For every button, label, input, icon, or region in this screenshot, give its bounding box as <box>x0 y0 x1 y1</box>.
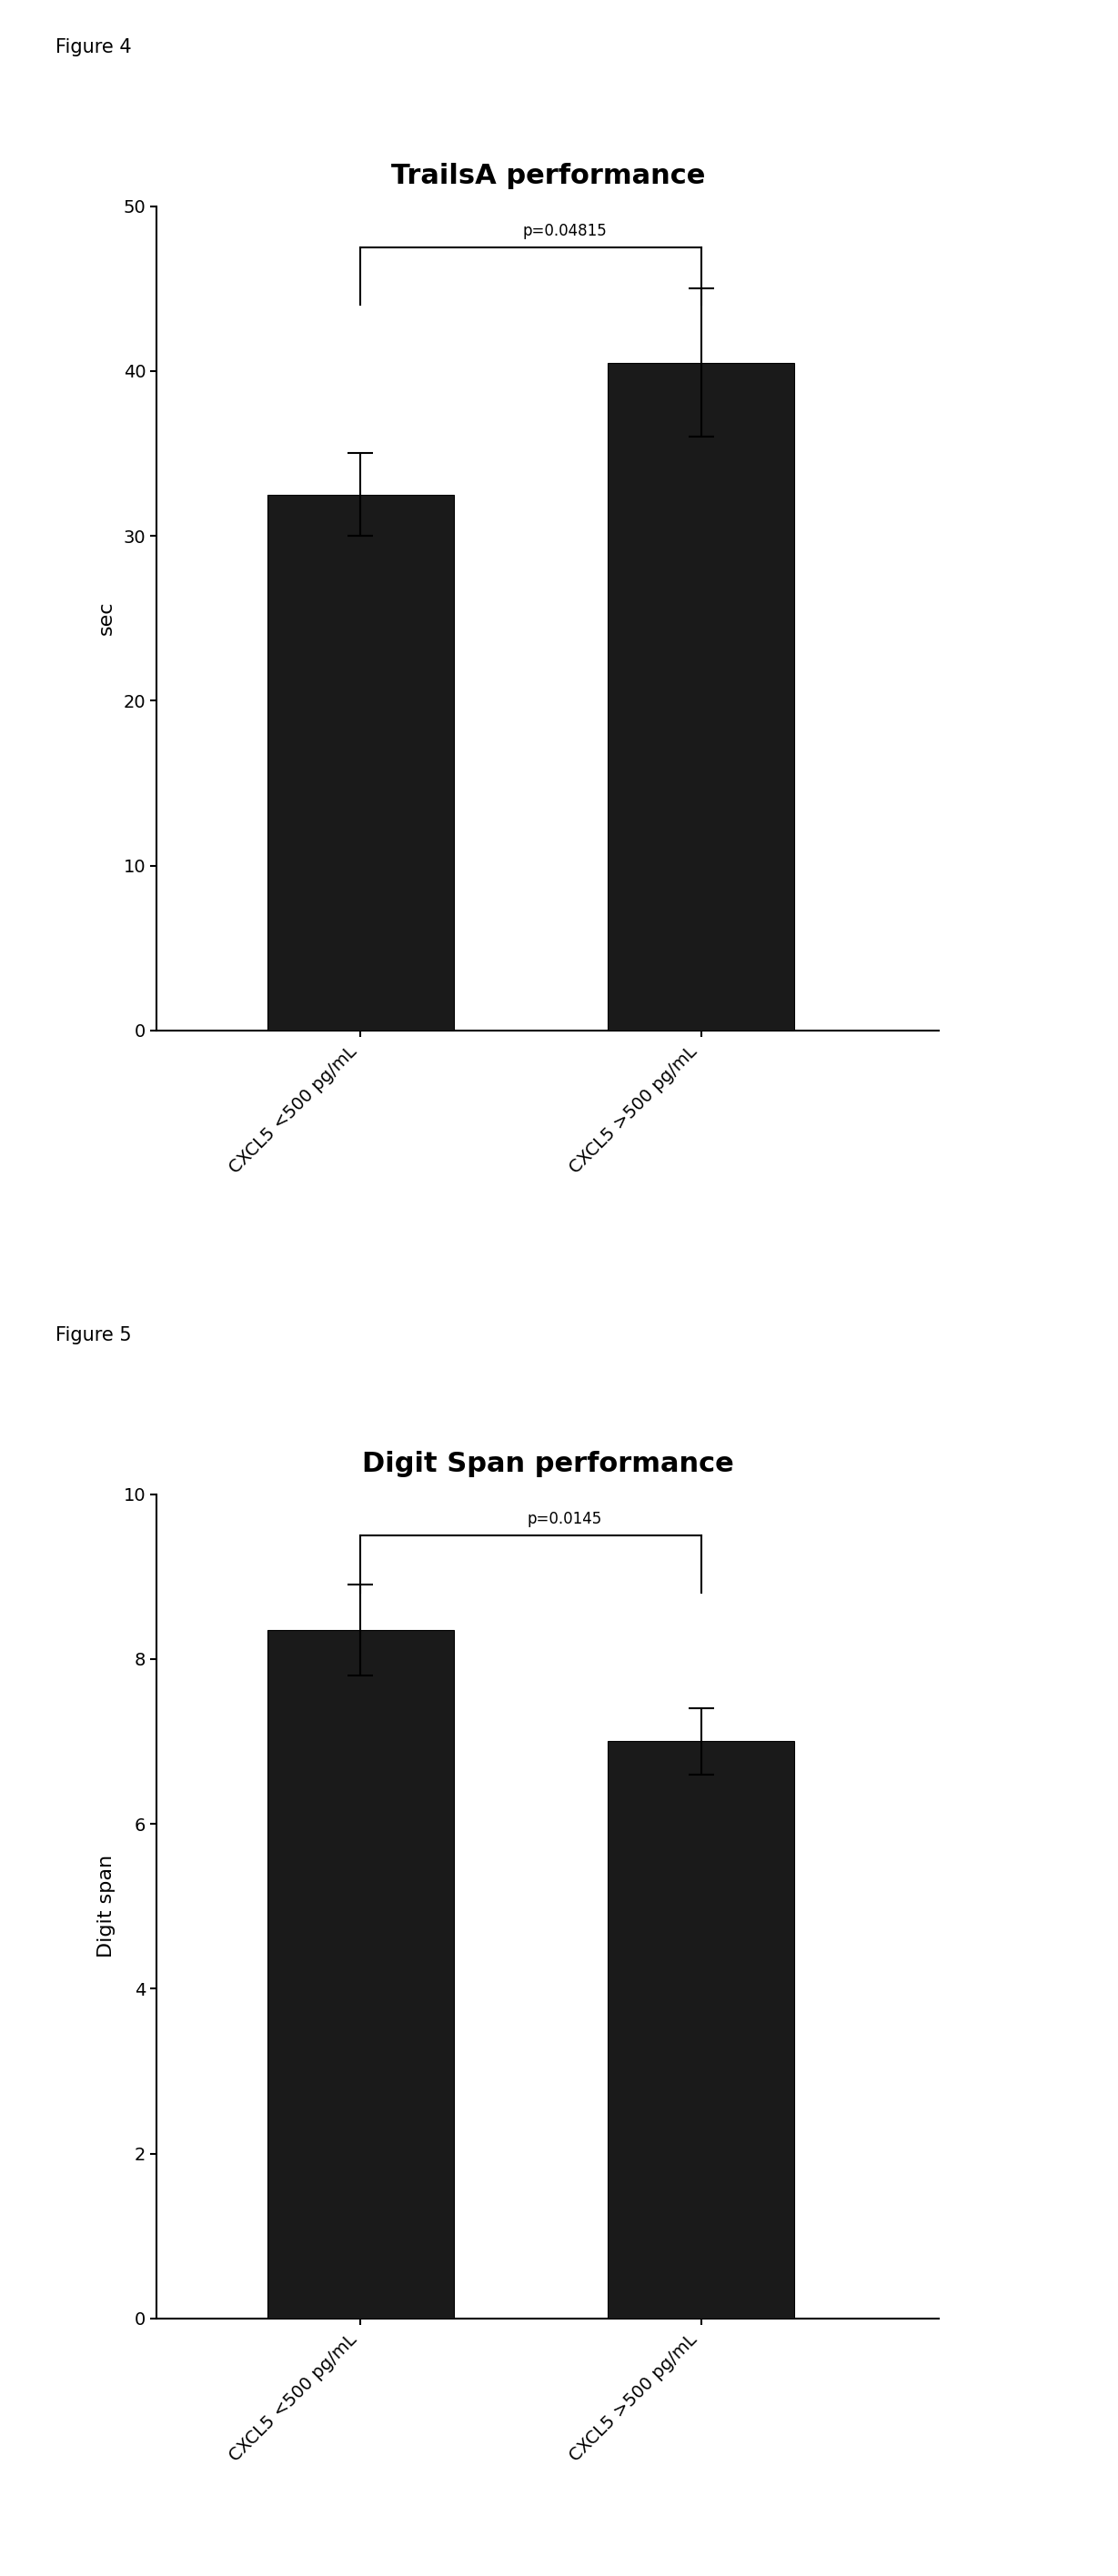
Text: p=0.04815: p=0.04815 <box>522 222 607 240</box>
Text: p=0.0145: p=0.0145 <box>528 1510 603 1528</box>
Y-axis label: Digit span: Digit span <box>97 1855 116 1958</box>
Title: TrailsA performance: TrailsA performance <box>390 162 705 188</box>
Text: Figure 5: Figure 5 <box>56 1327 132 1345</box>
Bar <box>267 495 454 1030</box>
Bar <box>607 1741 795 2318</box>
Bar <box>607 363 795 1030</box>
Bar <box>267 1631 454 2318</box>
Y-axis label: sec: sec <box>97 600 115 636</box>
Title: Digit Span performance: Digit Span performance <box>362 1450 733 1476</box>
Text: Figure 4: Figure 4 <box>56 39 132 57</box>
